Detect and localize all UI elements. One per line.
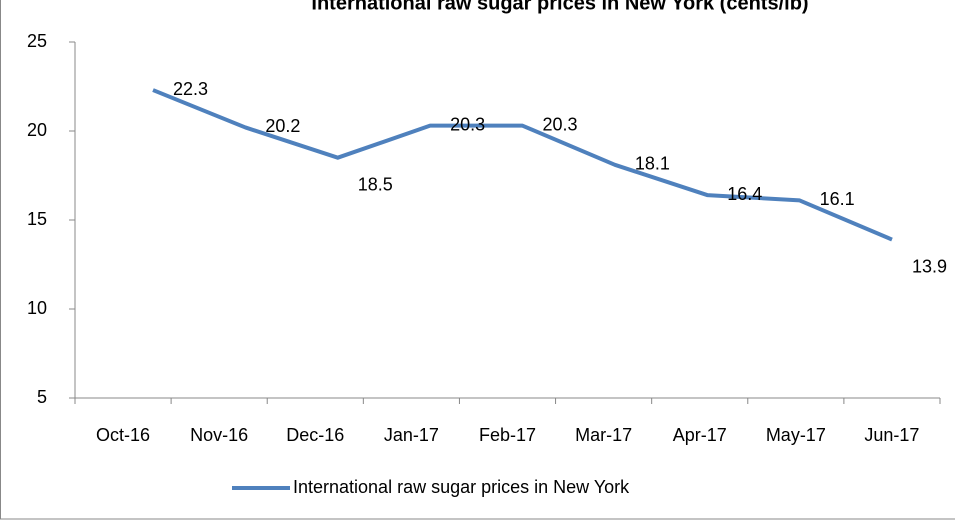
data-label: 20.2 [265, 116, 300, 136]
x-tick-label: Apr-17 [673, 425, 727, 445]
legend-label: International raw sugar prices in New Yo… [293, 477, 630, 497]
chart-title: International raw sugar prices in New Yo… [311, 0, 808, 14]
data-label: 16.4 [727, 184, 762, 204]
x-tick-label: Mar-17 [575, 425, 632, 445]
y-tick-label: 25 [27, 31, 47, 51]
data-label: 16.1 [820, 189, 855, 209]
x-tick-label: Jun-17 [864, 425, 919, 445]
data-label: 20.3 [543, 114, 578, 134]
x-tick-label: Oct-16 [96, 425, 150, 445]
data-label: 18.1 [635, 154, 670, 174]
x-tick-label: May-17 [766, 425, 826, 445]
data-label: 20.3 [450, 114, 485, 134]
x-tick-label: Nov-16 [190, 425, 248, 445]
data-label: 22.3 [173, 79, 208, 99]
y-tick-label: 5 [37, 387, 47, 407]
y-tick-label: 10 [27, 298, 47, 318]
x-tick-label: Feb-17 [479, 425, 536, 445]
x-tick-label: Jan-17 [384, 425, 439, 445]
line-series [152, 88, 893, 242]
y-tick-label: 15 [27, 209, 47, 229]
x-tick-label: Dec-16 [286, 425, 344, 445]
data-label: 13.9 [912, 256, 947, 276]
data-label: 18.5 [358, 174, 393, 194]
y-tick-label: 20 [27, 120, 47, 140]
